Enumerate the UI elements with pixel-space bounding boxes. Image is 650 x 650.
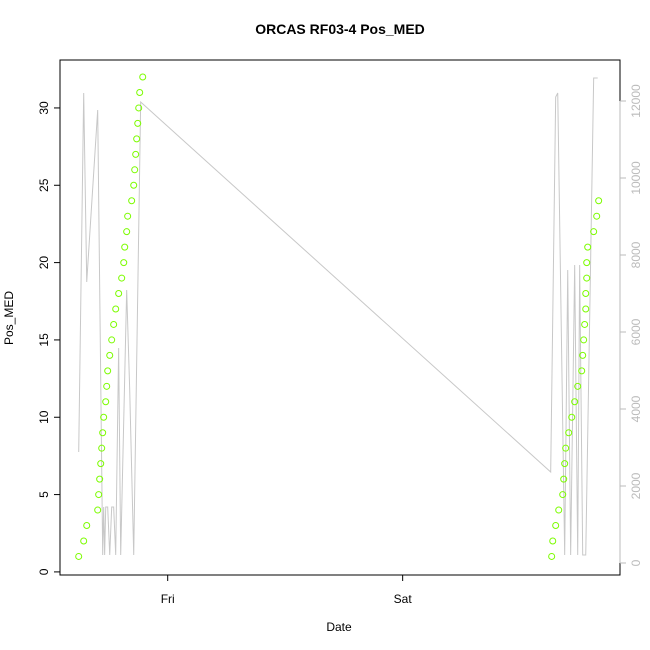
data-point — [97, 460, 105, 468]
data-point — [561, 460, 569, 468]
data-point — [574, 382, 582, 390]
data-point — [583, 274, 591, 282]
data-point — [133, 135, 141, 143]
data-point — [83, 522, 91, 530]
data-point — [136, 88, 144, 96]
y2-tick-label: 0 — [629, 559, 643, 566]
data-point — [118, 274, 126, 282]
data-point — [593, 212, 601, 220]
data-point — [112, 305, 120, 313]
x-tick-label: Sat — [394, 592, 413, 606]
data-point — [560, 475, 568, 483]
x-axis-label: Date — [326, 620, 352, 634]
data-point — [571, 398, 579, 406]
y-tick-label: 5 — [37, 491, 51, 498]
data-point — [552, 522, 560, 530]
y2-tick-label: 2000 — [629, 472, 643, 499]
data-point — [562, 444, 570, 452]
y2-tick-label: 12000 — [629, 84, 643, 118]
y-tick-label: 25 — [37, 178, 51, 192]
data-point — [124, 212, 132, 220]
data-point — [582, 305, 590, 313]
data-point — [80, 537, 88, 545]
data-point — [96, 475, 104, 483]
y2-tick-label: 6000 — [629, 318, 643, 345]
chart-title: ORCAS RF03-4 Pos_MED — [255, 21, 425, 37]
data-point — [555, 506, 563, 514]
data-point — [582, 290, 590, 298]
data-point — [132, 150, 140, 158]
y2-tick-label: 8000 — [629, 241, 643, 268]
data-point — [131, 166, 139, 174]
data-point — [580, 336, 588, 344]
data-point — [590, 228, 598, 236]
data-line — [78, 77, 598, 556]
data-point — [579, 351, 587, 359]
data-point — [95, 491, 103, 499]
data-point — [108, 336, 116, 344]
data-point — [581, 320, 589, 328]
data-point — [548, 552, 556, 560]
plot-frame — [59, 59, 621, 576]
data-point — [134, 119, 142, 127]
y-axis-label: Pos_MED — [2, 291, 16, 345]
data-point — [123, 228, 131, 236]
data-point — [75, 552, 83, 560]
x-tick-label: Fri — [161, 592, 175, 606]
data-point — [578, 367, 586, 375]
data-point — [102, 398, 110, 406]
data-point — [595, 197, 603, 205]
y-tick-label: 0 — [37, 568, 51, 575]
data-point — [565, 429, 573, 437]
data-point — [103, 382, 111, 390]
data-point — [100, 413, 108, 421]
data-point — [106, 351, 114, 359]
data-point — [568, 413, 576, 421]
data-point — [110, 320, 118, 328]
data-point — [121, 243, 129, 251]
data-point — [120, 259, 128, 267]
y2-tick-label: 4000 — [629, 395, 643, 422]
data-point — [139, 73, 147, 81]
data-point — [135, 104, 143, 112]
y-tick-label: 15 — [37, 333, 51, 347]
y-tick-label: 20 — [37, 256, 51, 270]
y2-tick-label: 10000 — [629, 161, 643, 195]
y-tick-label: 30 — [37, 101, 51, 115]
data-point — [94, 506, 102, 514]
data-point — [104, 367, 112, 375]
data-point — [584, 243, 592, 251]
data-point — [559, 491, 567, 499]
data-point — [130, 181, 138, 189]
data-point — [583, 259, 591, 267]
data-point — [115, 290, 123, 298]
data-point — [128, 197, 136, 205]
y-tick-label: 10 — [37, 410, 51, 424]
data-point — [99, 429, 107, 437]
data-point — [549, 537, 557, 545]
data-point — [98, 444, 106, 452]
